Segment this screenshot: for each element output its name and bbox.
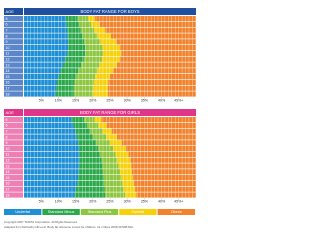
age-cell [4, 117, 23, 123]
age-label: 12 [6, 57, 10, 61]
x-tick-label: 40% [158, 200, 166, 204]
legend-label: Overfat [132, 210, 145, 214]
legend-swatch [42, 209, 80, 215]
age-label: 18 [6, 193, 10, 197]
x-tick-label: 20% [89, 200, 97, 204]
title-bar [24, 8, 196, 15]
age-label: 17 [6, 187, 10, 191]
age-cell [4, 122, 23, 128]
age-cell [4, 74, 23, 80]
age-label: 17 [6, 86, 10, 90]
age-cell [4, 85, 23, 91]
age-label: 5 [6, 118, 8, 122]
x-tick-label: 10% [55, 99, 63, 103]
age-cell [4, 163, 23, 169]
age-label: 8 [6, 135, 8, 139]
title-bar [24, 109, 196, 116]
age-label: 9 [6, 40, 8, 44]
age-label: 9 [6, 141, 8, 145]
age-label: 10 [6, 147, 10, 151]
age-cell [4, 192, 23, 198]
age-label: 8 [6, 34, 8, 38]
x-tick-label: 10% [55, 200, 63, 204]
cell-grid [24, 117, 196, 199]
chart-title: BODY FAT RANGE FOR BOYS [80, 9, 139, 14]
x-tick-label: 25% [106, 200, 114, 204]
age-label: AGE [6, 9, 15, 14]
age-label: 18 [6, 92, 10, 96]
x-tick-label: 30% [124, 99, 132, 103]
age-cell [4, 50, 23, 56]
age-label: 16 [6, 182, 10, 186]
cell-grid [24, 16, 196, 98]
age-cell [4, 91, 23, 97]
age-label: 11 [6, 52, 10, 56]
age-cell [4, 157, 23, 163]
age-label: 13 [6, 63, 10, 67]
age-header [4, 109, 23, 116]
age-cell [4, 186, 23, 192]
x-tick-label: 45%+ [174, 200, 183, 204]
x-tick-label: 45%+ [174, 99, 183, 103]
age-cell [4, 27, 23, 33]
age-label: 15 [6, 176, 10, 180]
age-label: 11 [6, 153, 10, 157]
age-label: 13 [6, 164, 10, 168]
body-fat-chart: AGE BODY FAT RANGE FOR BOYS56789101112131… [4, 8, 196, 229]
age-label: 10 [6, 46, 10, 50]
age-cell [4, 146, 23, 152]
age-cell [4, 169, 23, 175]
legend-label: Standard Minus [48, 210, 75, 214]
legend-swatch [4, 209, 42, 215]
age-cell [4, 33, 23, 39]
age-cell [4, 21, 23, 27]
age-label: 16 [6, 81, 10, 85]
x-tick-label: 5% [39, 200, 45, 204]
age-label: AGE [6, 110, 15, 115]
age-label: 14 [6, 170, 10, 174]
legend-swatch [157, 209, 195, 215]
age-label: 12 [6, 158, 10, 162]
age-cell [4, 56, 23, 62]
age-label: 6 [6, 124, 8, 128]
legend-label: Underfat [15, 210, 31, 214]
x-tick-label: 20% [89, 99, 97, 103]
legend-label: Standard Plus [88, 210, 112, 214]
age-cell [4, 180, 23, 186]
age-label: 15 [6, 75, 10, 79]
x-tick-label: 25% [106, 99, 114, 103]
footer-text: Copyright 2007 TANITA Corporation. All R… [4, 220, 78, 224]
x-tick-label: 15% [72, 99, 80, 103]
legend-swatch [80, 209, 119, 215]
age-cell [4, 39, 23, 45]
age-label: 7 [6, 28, 8, 32]
x-tick-label: 30% [124, 200, 132, 204]
x-tick-label: 35% [141, 99, 149, 103]
age-label: 14 [6, 69, 10, 73]
chart-title: BODY FAT RANGE FOR GIRLS [80, 110, 140, 115]
age-cell [4, 151, 23, 157]
age-cell [4, 79, 23, 85]
age-cell [4, 16, 23, 22]
x-tick-label: 40% [158, 99, 166, 103]
age-label: 7 [6, 129, 8, 133]
legend-label: Obese [171, 210, 182, 214]
age-cell [4, 45, 23, 51]
footer-text: Adapted from McCarthy HD et al. Body fat… [4, 225, 134, 229]
age-cell [4, 128, 23, 134]
x-tick-label: 15% [72, 200, 80, 204]
age-label: 6 [6, 23, 8, 27]
age-cell [4, 134, 23, 140]
x-tick-label: 5% [39, 99, 45, 103]
age-cell [4, 140, 23, 146]
age-header [4, 8, 23, 15]
age-cell [4, 62, 23, 68]
age-cell [4, 68, 23, 74]
age-label: 5 [6, 17, 8, 21]
legend-swatch [119, 209, 157, 215]
x-tick-label: 35% [141, 200, 149, 204]
age-cell [4, 175, 23, 181]
